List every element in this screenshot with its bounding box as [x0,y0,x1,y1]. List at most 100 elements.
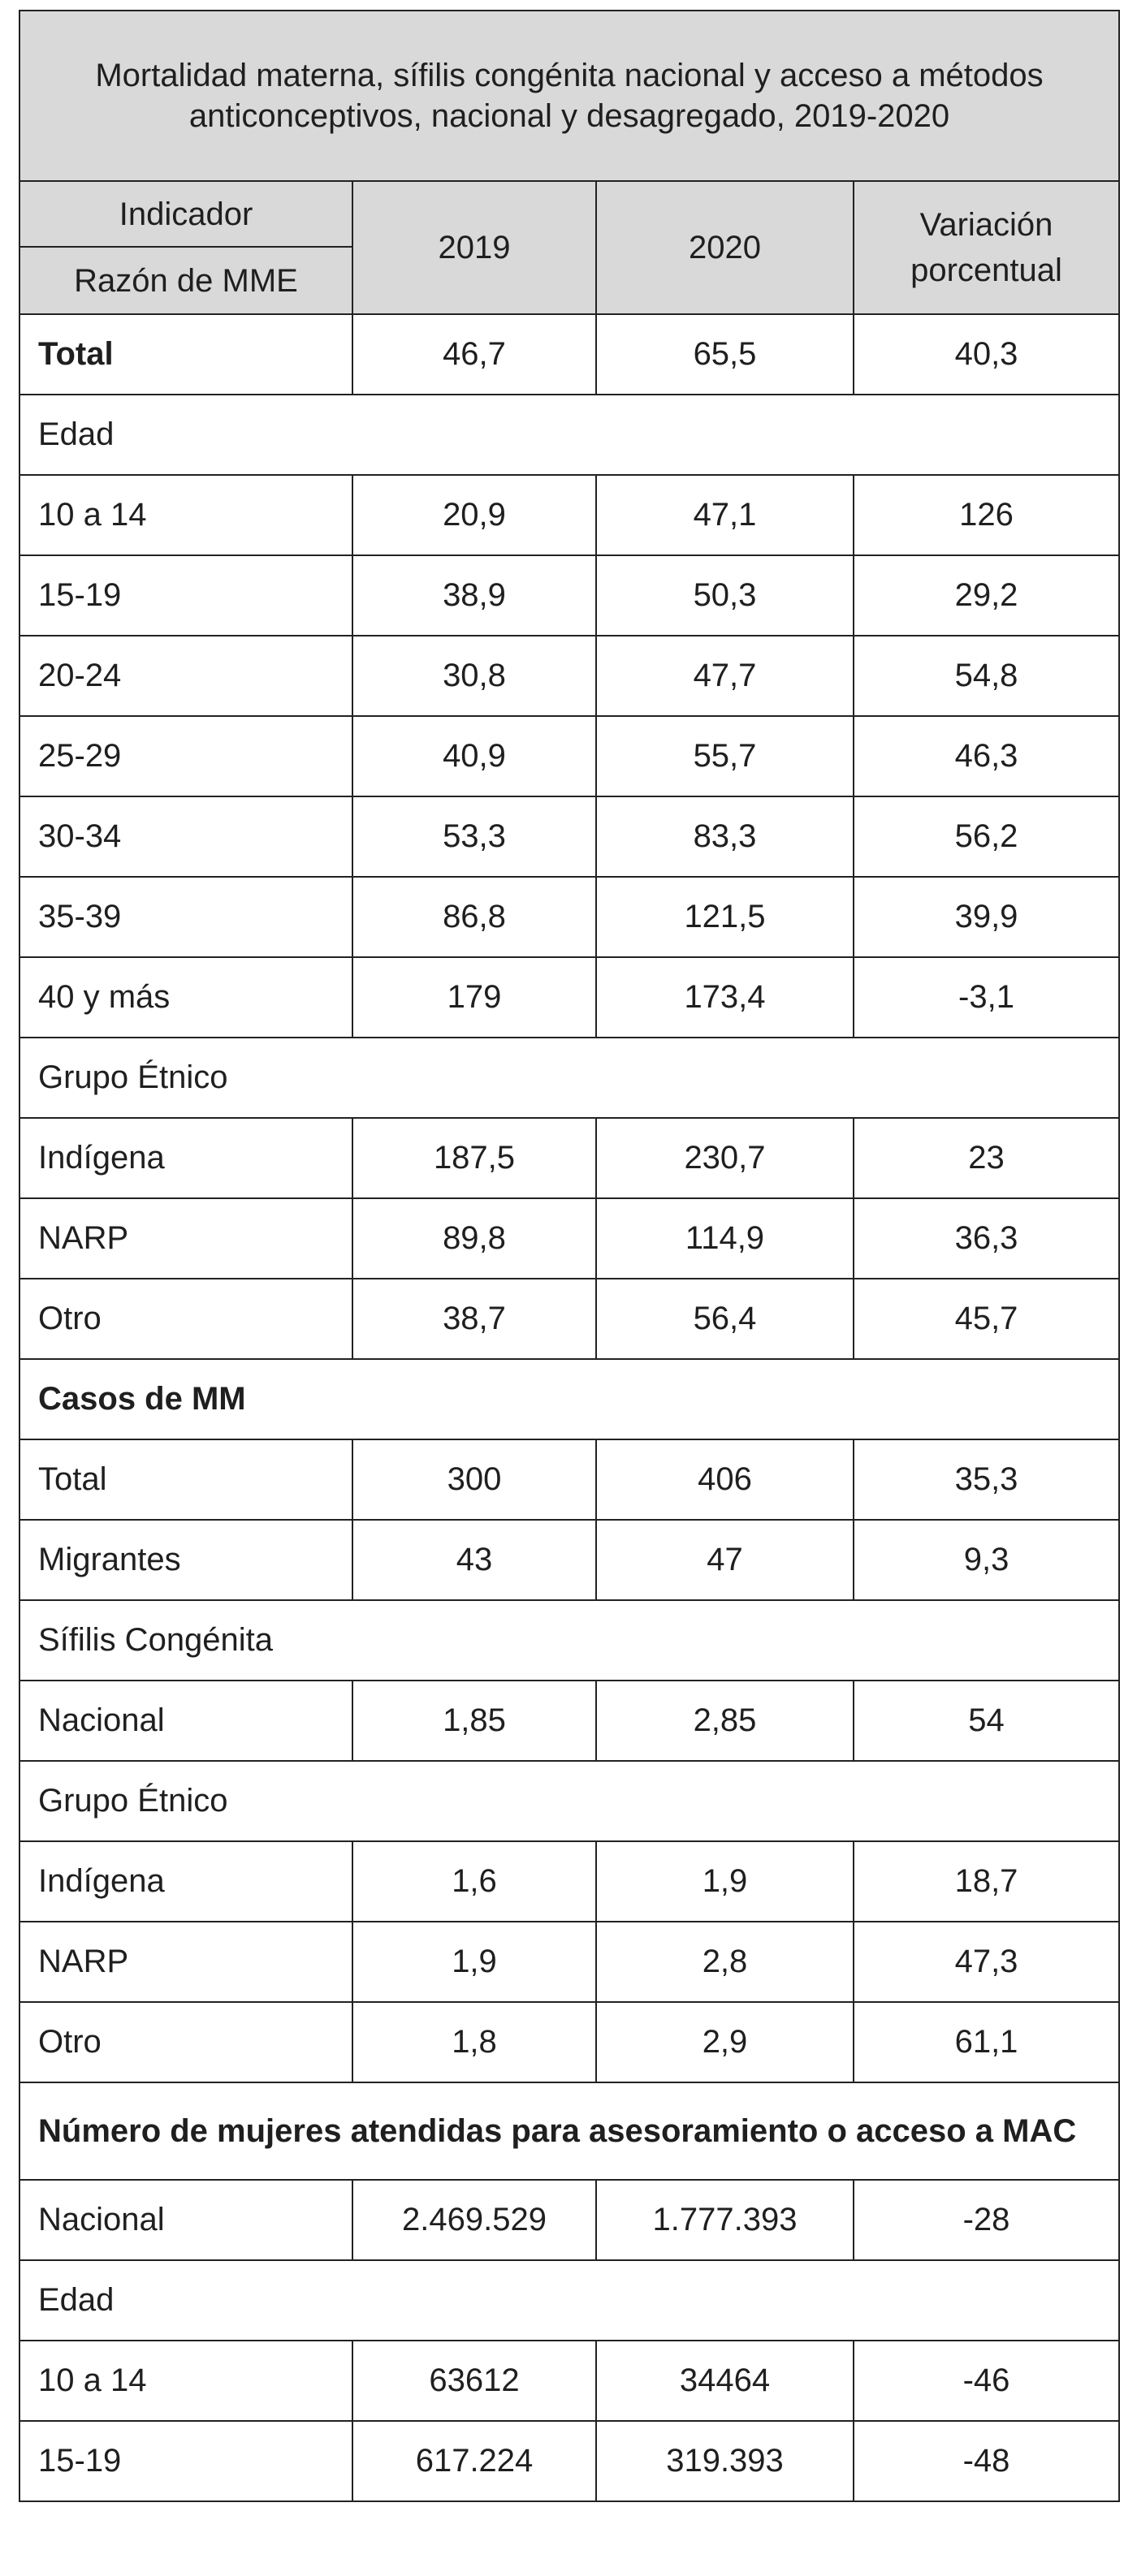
table-row: Otro 1,8 2,9 61,1 [19,2001,1121,2083]
section-heading-grupo-etnico: Grupo Étnico [18,1037,1121,1119]
table-row: 30-34 53,3 83,3 56,2 [19,796,1121,878]
title-row: Mortalidad materna, sífilis congénita na… [18,10,1121,182]
row-label: NARP [19,1197,353,1279]
header-2020: 2020 [595,180,854,315]
row-value-2019: 89,8 [352,1197,597,1279]
row-label: 15-19 [19,554,353,636]
row-value-variation: 45,7 [852,1278,1121,1360]
row-label: Nacional [19,2179,353,2261]
row-value-2019: 2.469.529 [352,2179,597,2261]
row-value-2020: 1.777.393 [595,2179,854,2261]
row-label: Indígena [19,1840,353,1922]
row-value-2020: 47,1 [595,474,854,556]
table-row: Indígena 187,5 230,7 23 [19,1117,1121,1199]
row-value-2019: 300 [352,1439,597,1521]
row-value-variation: 18,7 [852,1840,1121,1922]
row-value-variation: 36,3 [852,1197,1121,1279]
row-value-2020: 65,5 [595,313,854,395]
row-value-variation: 47,3 [852,1921,1121,2003]
row-label: Total [19,1439,353,1521]
row-value-variation: 46,3 [852,715,1121,797]
row-value-2019: 1,9 [352,1921,597,2003]
section-row: Sífilis Congénita [18,1599,1121,1681]
row-value-2019: 38,9 [352,554,597,636]
row-label: 15-19 [19,2420,353,2502]
section-heading-grupo-etnico-2: Grupo Étnico [18,1760,1121,1842]
row-value-variation: 35,3 [852,1439,1121,1521]
table-row: 10 a 14 63612 34464 -46 [19,2340,1121,2422]
table-title: Mortalidad materna, sífilis congénita na… [18,10,1121,182]
header-indicator: Indicador [19,180,353,248]
row-value-variation: 29,2 [852,554,1121,636]
row-value-2020: 1,9 [595,1840,854,1922]
table-row: NARP 89,8 114,9 36,3 [19,1197,1121,1279]
row-value-2020: 319.393 [595,2420,854,2502]
row-value-2019: 63612 [352,2340,597,2422]
section-heading-edad-2: Edad [18,2259,1121,2341]
subheader-row: Razón de MME [19,246,1119,315]
row-label: Migrantes [19,1519,353,1601]
row-value-2019: 40,9 [352,715,597,797]
row-value-2020: 114,9 [595,1197,854,1279]
row-label: 35-39 [19,876,353,958]
table-row: 10 a 14 20,9 47,1 126 [19,474,1121,556]
header-variation: Variación porcentual [852,180,1121,315]
row-value-2020: 2,85 [595,1680,854,1762]
section-row: Casos de MM [18,1358,1121,1440]
row-value-2020: 121,5 [595,876,854,958]
table-row: 15-19 38,9 50,3 29,2 [19,554,1121,636]
row-value-2020: 2,8 [595,1921,854,2003]
row-label: Otro [19,1278,353,1360]
row-value-2020: 34464 [595,2340,854,2422]
row-label: Indígena [19,1117,353,1199]
row-value-2020: 83,3 [595,796,854,878]
row-value-2019: 1,85 [352,1680,597,1762]
row-value-2019: 617.224 [352,2420,597,2502]
section-row: Número de mujeres atendidas para asesora… [18,2082,1121,2181]
table-row: 20-24 30,8 47,7 54,8 [19,635,1121,717]
row-value-2019: 43 [352,1519,597,1601]
row-value-2019: 30,8 [352,635,597,717]
row-value-variation: 54,8 [852,635,1121,717]
row-value-variation: 39,9 [852,876,1121,958]
row-value-2019: 1,8 [352,2001,597,2083]
row-label: NARP [19,1921,353,2003]
row-value-2020: 55,7 [595,715,854,797]
table-row: 35-39 86,8 121,5 39,9 [19,876,1121,958]
row-label: 40 y más [19,956,353,1038]
table-row: NARP 1,9 2,8 47,3 [19,1921,1121,2003]
row-value-variation: 54 [852,1680,1121,1762]
row-label: 30-34 [19,796,353,878]
section-row: Edad [18,2259,1121,2341]
row-value-2019: 86,8 [352,876,597,958]
row-value-2019: 187,5 [352,1117,597,1199]
row-value-2020: 50,3 [595,554,854,636]
section-row: Edad [18,394,1121,476]
row-value-variation: 56,2 [852,796,1121,878]
table-row: Total 46,7 65,5 40,3 [19,313,1121,395]
row-value-2020: 230,7 [595,1117,854,1199]
row-label: Otro [19,2001,353,2083]
row-value-variation: 9,3 [852,1519,1121,1601]
indicator-table: Mortalidad materna, sífilis congénita na… [18,10,1121,2502]
row-value-2020: 56,4 [595,1278,854,1360]
row-label: 25-29 [19,715,353,797]
row-value-variation: -48 [852,2420,1121,2502]
section-row: Grupo Étnico [18,1037,1121,1119]
row-value-variation: 23 [852,1117,1121,1199]
row-value-2020: 2,9 [595,2001,854,2083]
row-value-variation: -28 [852,2179,1121,2261]
header-razon-mme: Razón de MME [19,246,353,315]
row-label: 10 a 14 [19,2340,353,2422]
row-value-variation: 126 [852,474,1121,556]
row-value-2019: 1,6 [352,1840,597,1922]
row-label: Nacional [19,1680,353,1762]
row-label: 10 a 14 [19,474,353,556]
row-value-2020: 47 [595,1519,854,1601]
section-heading-sifilis: Sífilis Congénita [18,1599,1121,1681]
row-value-2019: 179 [352,956,597,1038]
row-value-2019: 20,9 [352,474,597,556]
table-row: Indígena 1,6 1,9 18,7 [19,1840,1121,1922]
table-row: Otro 38,7 56,4 45,7 [19,1278,1121,1360]
section-row: Grupo Étnico [18,1760,1121,1842]
